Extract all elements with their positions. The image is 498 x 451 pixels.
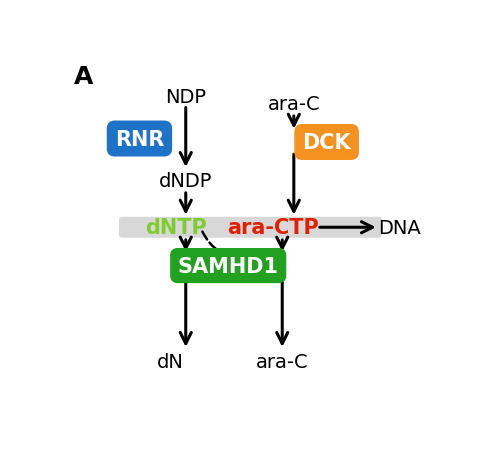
Text: ara-C: ara-C	[256, 352, 309, 371]
Text: DCK: DCK	[302, 133, 351, 152]
Text: dNDP: dNDP	[159, 171, 213, 190]
Text: dNTP: dNTP	[145, 218, 207, 238]
Text: dN: dN	[157, 352, 184, 371]
Text: A: A	[74, 64, 93, 88]
Text: ara-CTP: ara-CTP	[227, 218, 318, 238]
Text: NDP: NDP	[165, 88, 206, 107]
Text: RNR: RNR	[115, 129, 164, 149]
Text: SAMHD1: SAMHD1	[178, 256, 279, 276]
Text: ara-C: ara-C	[267, 95, 320, 114]
FancyBboxPatch shape	[119, 217, 382, 238]
Text: DNA: DNA	[378, 218, 421, 237]
